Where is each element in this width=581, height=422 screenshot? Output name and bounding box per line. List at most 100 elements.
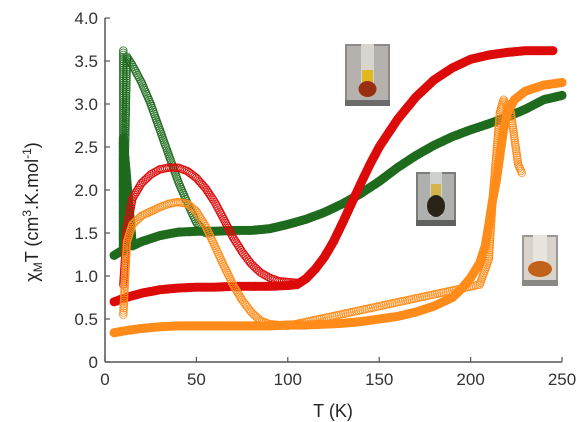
data-point (120, 159, 129, 168)
data-point (517, 168, 526, 177)
data-point (120, 280, 129, 289)
data-point (128, 220, 137, 229)
data-point (487, 211, 496, 220)
data-point (121, 126, 130, 135)
data-point (292, 278, 302, 288)
sample-photo-red (345, 44, 390, 106)
data-point (209, 239, 218, 249)
x-tick-label: 250 (548, 370, 576, 389)
data-point (121, 98, 131, 107)
y-tick-label: 4.0 (74, 9, 98, 28)
data-point (120, 141, 130, 151)
data-point (223, 269, 232, 278)
data-point (121, 256, 131, 266)
data-point (119, 301, 128, 311)
data-point (487, 213, 496, 222)
data-point (120, 276, 130, 285)
data-point (137, 178, 146, 188)
data-point (204, 227, 213, 237)
data-point (122, 59, 131, 68)
y-tick-label: 2.0 (74, 181, 98, 200)
data-point (122, 76, 131, 85)
data-point (201, 221, 210, 231)
data-point (486, 226, 495, 235)
data-point (150, 205, 159, 214)
data-point (488, 193, 497, 203)
data-point (207, 235, 217, 245)
x-axis-label: T (K) (313, 401, 353, 421)
data-point (121, 122, 130, 131)
data-point (486, 232, 495, 242)
data-point (204, 229, 214, 239)
series-2 (119, 46, 219, 238)
data-point (490, 174, 499, 184)
data-point (135, 74, 144, 83)
data-point (485, 245, 494, 255)
data-point (495, 114, 504, 124)
data-point (121, 104, 131, 114)
data-point (132, 215, 142, 225)
data-point (486, 224, 495, 233)
data-point (206, 233, 216, 243)
data-point (178, 188, 188, 198)
data-point (138, 177, 148, 186)
data-point (139, 84, 149, 93)
data-point (121, 252, 131, 261)
data-point (140, 176, 149, 185)
data-point (214, 249, 223, 259)
data-point (225, 272, 234, 282)
data-point (120, 284, 129, 294)
data-point (218, 259, 228, 268)
data-point (119, 293, 129, 302)
data-point (121, 117, 130, 127)
data-point (175, 181, 184, 190)
data-point (120, 163, 129, 172)
data-point (119, 304, 128, 313)
data-point (486, 217, 496, 227)
data-point (120, 146, 130, 155)
data-point (120, 143, 130, 153)
data-point (119, 185, 129, 194)
series-3 (109, 46, 558, 307)
data-point (224, 270, 233, 280)
data-point (122, 239, 132, 248)
data-point (121, 254, 131, 263)
data-point (485, 237, 495, 246)
data-point (493, 131, 503, 141)
data-point (178, 186, 187, 196)
data-point (120, 172, 129, 181)
data-point (173, 177, 183, 186)
data-point (120, 291, 129, 300)
data-point (493, 136, 502, 145)
sample-photo-orange (522, 235, 558, 286)
data-point (484, 254, 494, 263)
data-point (119, 187, 129, 196)
data-point (505, 106, 514, 115)
data-point (143, 91, 152, 101)
data-point (121, 93, 131, 103)
x-tick-label: 200 (456, 370, 484, 389)
data-point (495, 112, 504, 122)
data-point (119, 295, 129, 304)
data-point (122, 250, 131, 259)
data-point (222, 267, 231, 276)
data-point (142, 209, 152, 218)
data-point (215, 253, 225, 262)
data-point (122, 67, 131, 77)
data-point (485, 248, 494, 257)
data-point (491, 157, 500, 167)
data-point (120, 278, 130, 287)
data-point (121, 119, 130, 129)
data-point (250, 262, 259, 272)
data-point (487, 215, 496, 225)
data-point (122, 82, 131, 92)
data-point (174, 179, 184, 188)
data-point (121, 100, 131, 109)
data-point (492, 146, 501, 156)
data-point (494, 121, 503, 130)
data-point (144, 93, 153, 103)
data-point (177, 185, 186, 194)
data-point (119, 308, 128, 317)
data-point (145, 97, 155, 107)
data-point (245, 258, 255, 267)
